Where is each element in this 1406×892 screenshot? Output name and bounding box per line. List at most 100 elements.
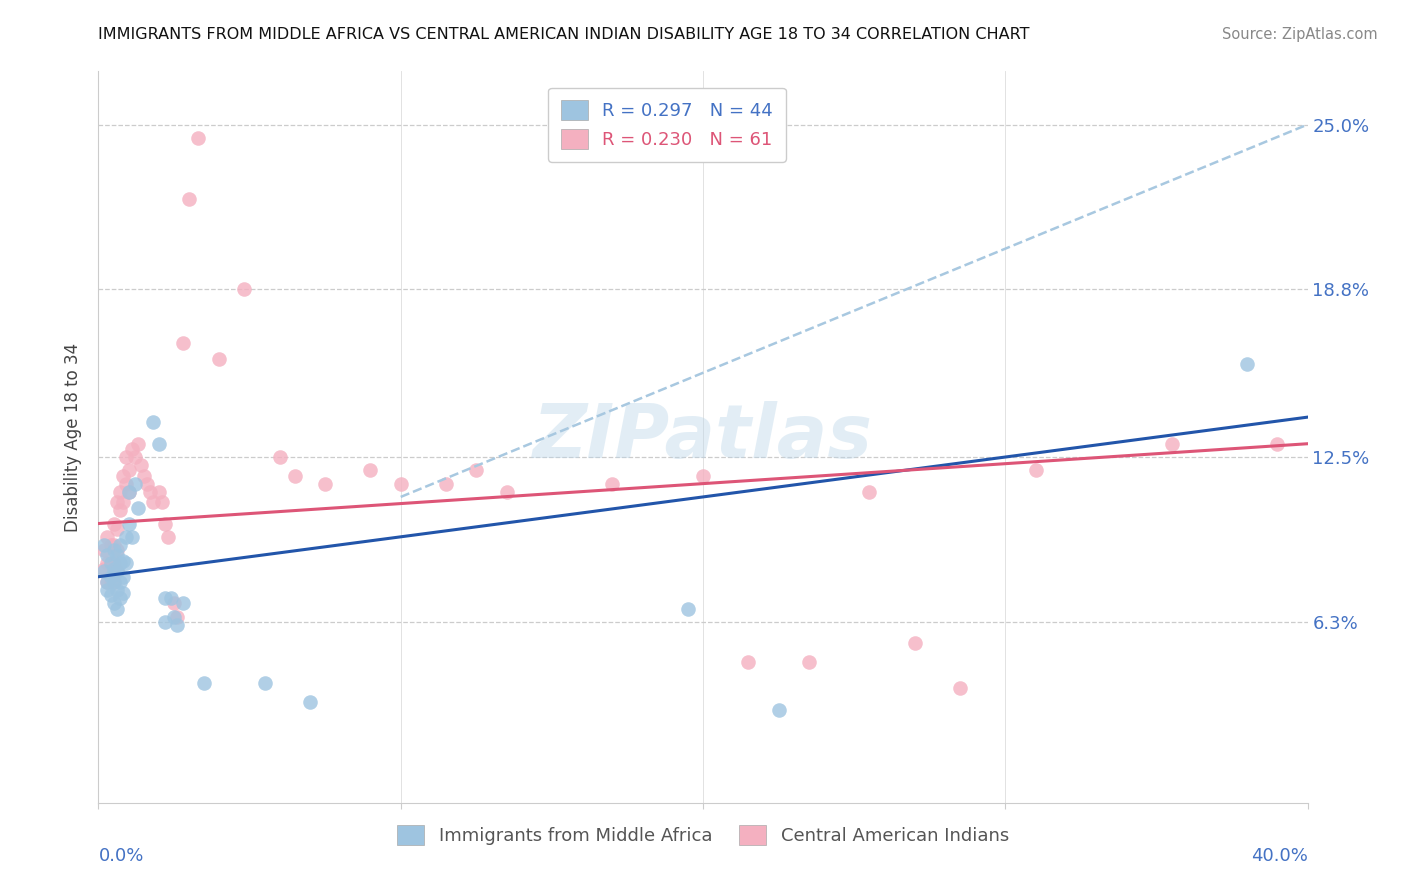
Point (124, 476, 146, 491)
Point (1160, 436, 1182, 450)
Point (284, 468, 307, 483)
Point (121, 442, 143, 456)
Point (118, 484, 141, 499)
Point (111, 468, 134, 483)
Point (179, 192, 201, 206)
Point (105, 495, 128, 509)
Point (93, 565, 115, 579)
Point (208, 351, 231, 366)
Point (858, 484, 880, 499)
Point (93, 562, 115, 576)
Point (676, 601, 699, 615)
Point (389, 476, 412, 491)
Point (96, 557, 118, 571)
Point (253, 676, 276, 690)
Point (118, 463, 141, 477)
Point (768, 703, 790, 717)
Point (103, 575, 125, 590)
Point (153, 516, 176, 531)
Point (142, 495, 165, 509)
Point (105, 543, 128, 558)
Point (105, 565, 128, 579)
Point (148, 484, 170, 499)
Point (105, 582, 128, 597)
Point (105, 549, 128, 563)
Point (949, 681, 972, 696)
Point (1236, 357, 1258, 371)
Point (96, 582, 118, 597)
Point (114, 557, 136, 571)
Point (269, 450, 291, 464)
Point (103, 538, 125, 552)
Point (108, 557, 131, 571)
Point (1267, 436, 1289, 450)
Point (96, 575, 118, 590)
Point (100, 557, 122, 571)
Point (118, 516, 141, 531)
Point (108, 538, 131, 552)
Point (103, 557, 125, 571)
Point (127, 500, 149, 515)
Point (135, 476, 157, 491)
Point (360, 463, 382, 477)
Legend: Immigrants from Middle Africa, Central American Indians: Immigrants from Middle Africa, Central A… (389, 818, 1017, 852)
Point (139, 484, 162, 499)
Text: ZIPatlas: ZIPatlas (533, 401, 873, 474)
Point (111, 495, 134, 509)
Point (172, 335, 194, 350)
Point (737, 655, 759, 669)
Point (153, 615, 176, 629)
Point (111, 554, 134, 568)
Point (114, 476, 136, 491)
Point (160, 591, 183, 605)
Point (108, 484, 131, 499)
Point (103, 575, 125, 590)
Point (187, 131, 209, 145)
Point (166, 617, 188, 632)
Point (163, 609, 186, 624)
Point (904, 636, 927, 650)
Point (108, 591, 131, 605)
Point (111, 570, 134, 584)
Point (172, 596, 194, 610)
Point (103, 562, 125, 576)
Point (108, 503, 131, 517)
Point (465, 463, 488, 477)
Text: IMMIGRANTS FROM MIDDLE AFRICA VS CENTRAL AMERICAN INDIAN DISABILITY AGE 18 TO 34: IMMIGRANTS FROM MIDDLE AFRICA VS CENTRAL… (98, 27, 1031, 42)
Point (434, 476, 457, 491)
Point (105, 522, 128, 536)
Point (108, 575, 131, 590)
Point (103, 543, 125, 558)
Point (118, 484, 141, 499)
Point (96, 530, 118, 544)
Point (93, 543, 115, 558)
Point (156, 530, 179, 544)
Point (129, 458, 152, 472)
Point (105, 565, 128, 579)
Point (114, 450, 136, 464)
Point (100, 575, 122, 590)
Text: 40.0%: 40.0% (1251, 847, 1308, 864)
Point (100, 570, 122, 584)
Point (148, 436, 170, 450)
Point (114, 530, 136, 544)
Point (121, 530, 143, 544)
Point (142, 416, 165, 430)
Point (96, 549, 118, 563)
Point (96, 575, 118, 590)
Point (495, 484, 517, 499)
Point (314, 476, 336, 491)
Point (111, 585, 134, 599)
Point (166, 609, 188, 624)
Point (100, 557, 122, 571)
Point (93, 538, 115, 552)
Point (127, 436, 149, 450)
Point (602, 476, 624, 491)
Point (232, 283, 254, 297)
Point (124, 450, 146, 464)
Point (105, 601, 128, 615)
Point (100, 538, 122, 552)
Point (103, 596, 125, 610)
Point (100, 588, 122, 602)
Point (1024, 463, 1046, 477)
